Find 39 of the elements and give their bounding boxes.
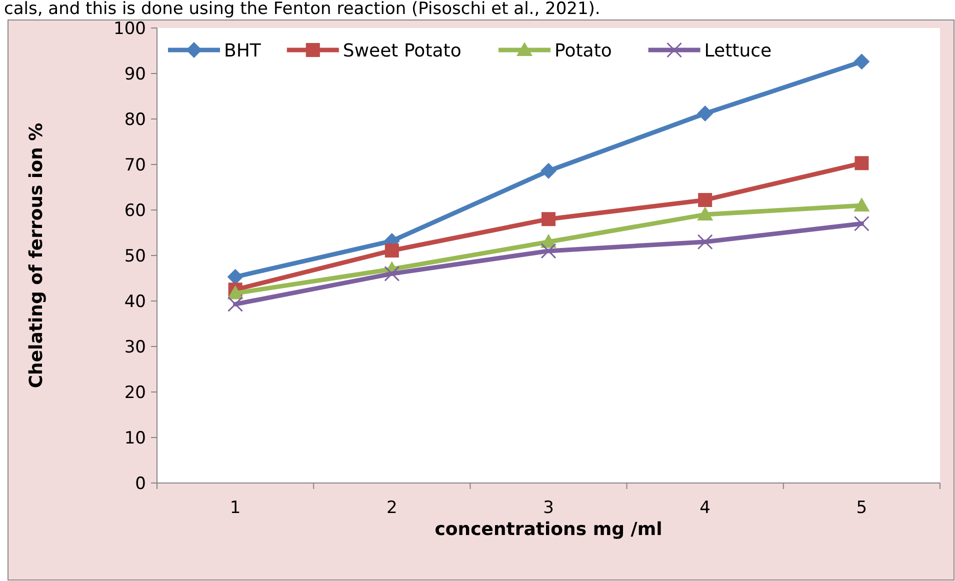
- y-tick-label: 90: [124, 64, 146, 84]
- y-tick-label: 70: [124, 155, 146, 176]
- point: [854, 216, 870, 232]
- x-tick-label: 2: [386, 498, 398, 518]
- y-tick-label: 10: [124, 428, 146, 448]
- point: [697, 206, 714, 221]
- legend-label: BHT: [224, 40, 262, 62]
- point: [542, 212, 556, 226]
- x-axis-title: concentrations mg /ml: [434, 519, 662, 540]
- point: [228, 296, 244, 312]
- y-tick-label: 80: [124, 110, 146, 130]
- point: [854, 156, 869, 170]
- point: [540, 162, 556, 179]
- point: [384, 243, 399, 258]
- point: [698, 192, 712, 207]
- point: [854, 197, 870, 212]
- point: [227, 268, 244, 285]
- y-tick-label: 50: [124, 246, 146, 266]
- point: [697, 106, 714, 122]
- y-tick-label: 40: [124, 292, 146, 312]
- legend-label: Sweet Potato: [342, 40, 462, 62]
- point: [384, 266, 400, 282]
- x-tick-label: 1: [230, 498, 241, 518]
- point: [697, 234, 713, 250]
- x-tick-label: 5: [856, 498, 868, 518]
- text: cals, and this is done using the Fenton reaction (Pisoschi et al., 2021).: [4, 0, 600, 19]
- x-tick-label: 3: [543, 498, 554, 518]
- y-tick-label: 60: [124, 200, 146, 221]
- y-tick-label: 100: [114, 18, 146, 39]
- y-tick-label: 0: [135, 474, 146, 494]
- legend-label: Potato: [554, 40, 612, 62]
- y-tick-label: 30: [124, 337, 146, 358]
- y-axis-title: Chelating of ferrous ion %: [26, 122, 47, 388]
- point: [227, 285, 244, 300]
- point: [540, 243, 556, 259]
- legend-label: Lettuce: [704, 40, 772, 62]
- y-tick-label: 20: [124, 382, 146, 403]
- x-tick-label: 4: [700, 498, 711, 518]
- point: [854, 54, 870, 70]
